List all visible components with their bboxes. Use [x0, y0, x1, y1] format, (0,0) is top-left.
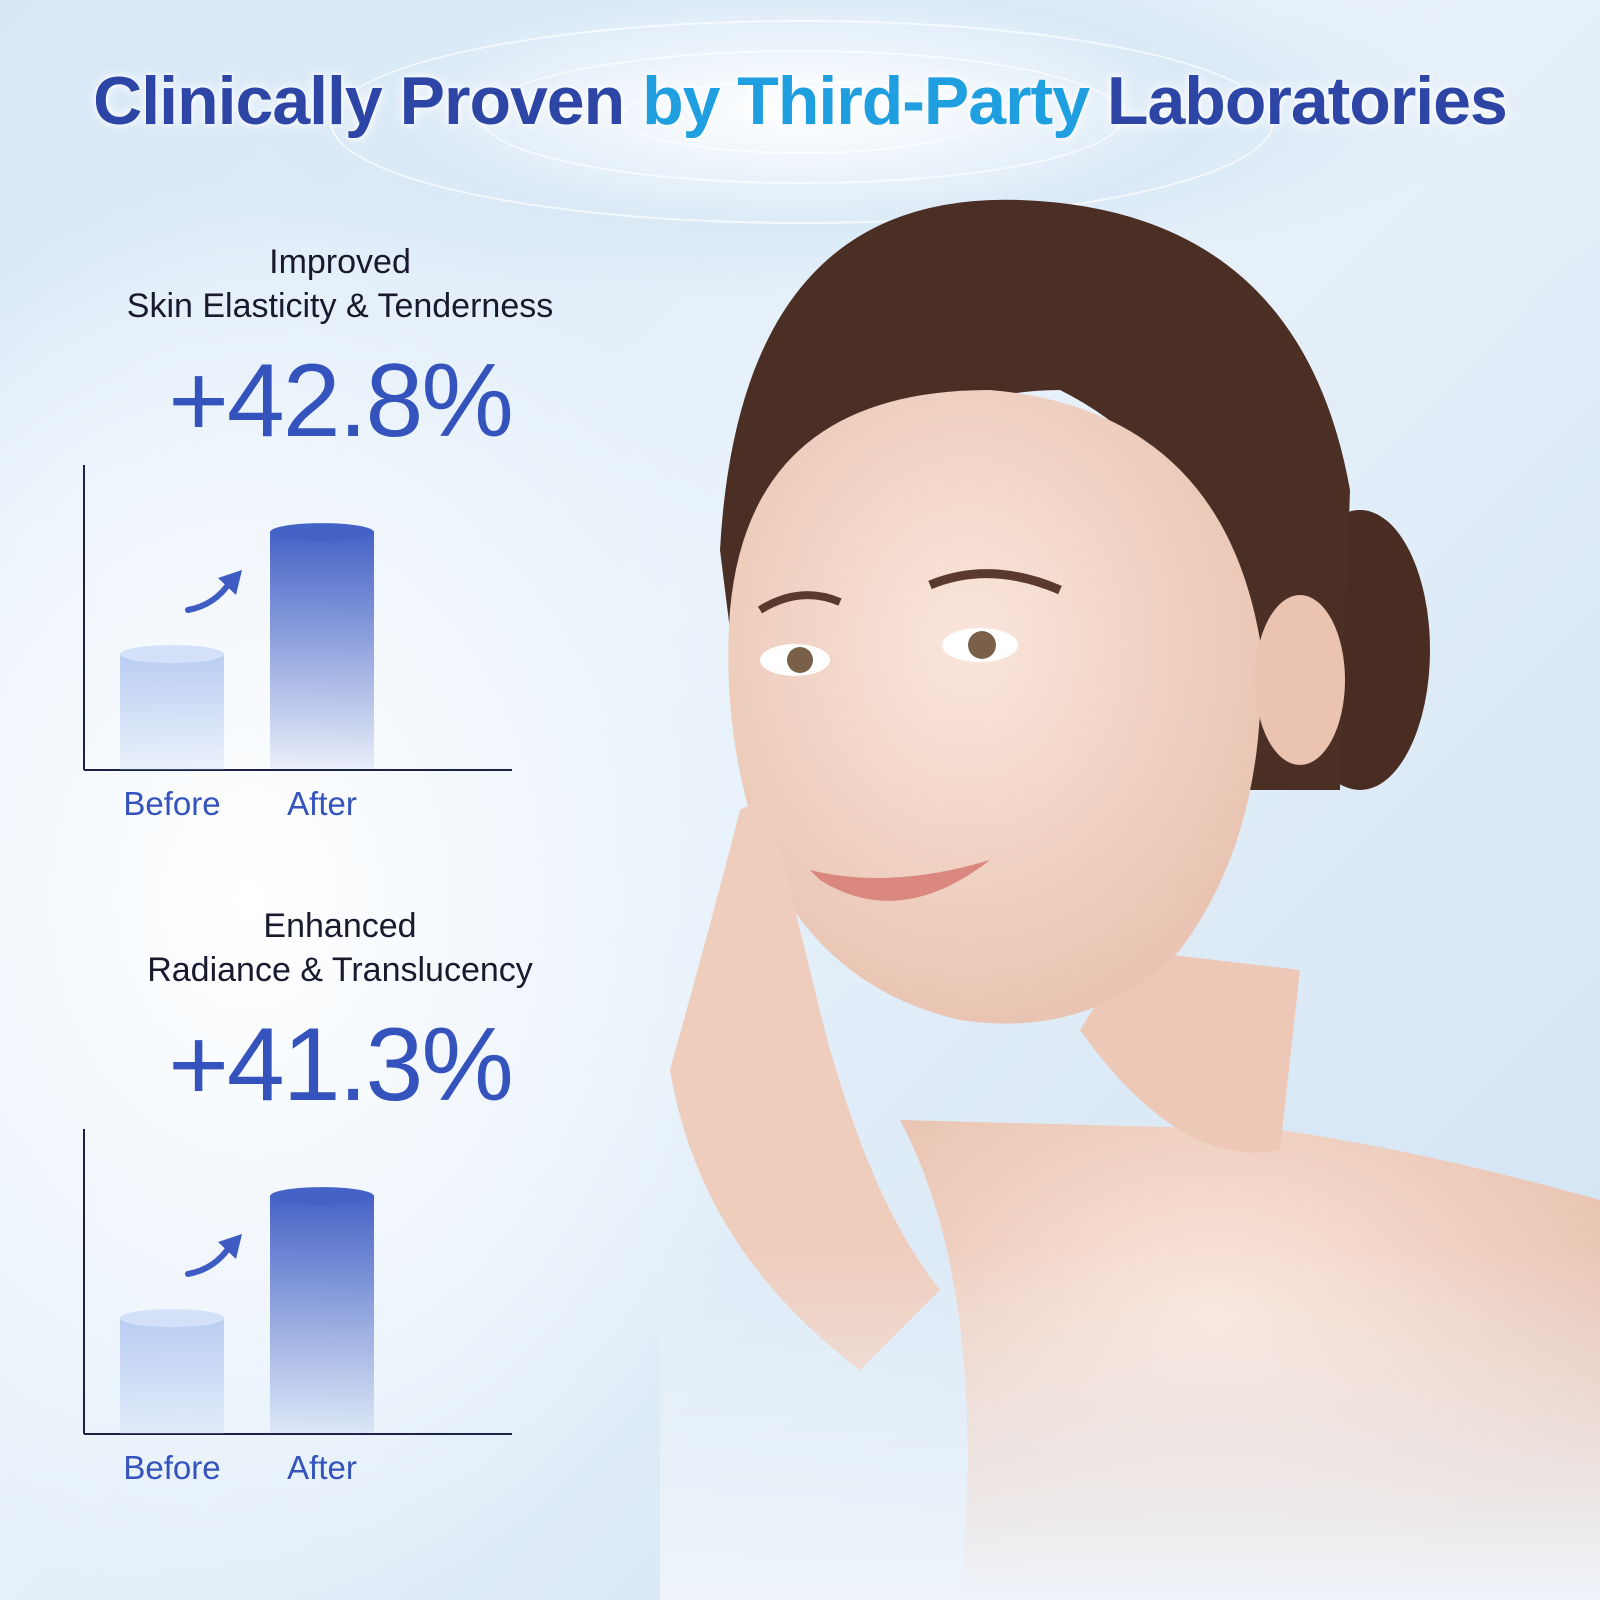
- metric-percent: +42.8%: [168, 343, 514, 459]
- tick-label: Before: [123, 1449, 220, 1486]
- arrow-head-icon: [218, 1234, 242, 1259]
- arrow-head-icon: [218, 570, 242, 595]
- bar-top-before: [120, 1309, 224, 1328]
- metric-label-line1: Enhanced: [263, 907, 417, 945]
- metric-percent: +41.3%: [168, 1007, 514, 1123]
- tick-label: Before: [123, 785, 220, 822]
- metric-block-radiance: Enhanced Radiance & Translucency +41.3%: [80, 904, 600, 1125]
- arrow-up-right-icon: [185, 579, 233, 613]
- bar-top-after: [270, 1187, 374, 1206]
- model-photo: [660, 190, 1600, 1600]
- arrow-up-right-icon: [185, 1243, 233, 1277]
- bar-top-before: [120, 645, 224, 664]
- bar-chart-radiance: Before After: [83, 1129, 512, 1486]
- bar-before: [120, 1318, 224, 1434]
- water-ripple: [480, 50, 1124, 184]
- bar-after: [270, 532, 374, 770]
- tick-label: After: [287, 1449, 357, 1486]
- bar-top-after: [270, 523, 374, 542]
- metric-block-elasticity: Improved Skin Elasticity & Tenderness +4…: [80, 240, 600, 461]
- metric-label-line1: Improved: [269, 243, 411, 281]
- metric-label-line2: Radiance & Translucency: [147, 951, 533, 989]
- bar-chart-elasticity: Before After: [83, 465, 512, 822]
- metric-label-line2: Skin Elasticity & Tenderness: [126, 287, 554, 325]
- bar-before: [120, 654, 224, 770]
- bar-after: [270, 1196, 374, 1434]
- page-title: Clinically Proven by Third-Party Laborat…: [93, 63, 1508, 139]
- tick-label: After: [287, 785, 357, 822]
- water-ripple: [620, 80, 984, 154]
